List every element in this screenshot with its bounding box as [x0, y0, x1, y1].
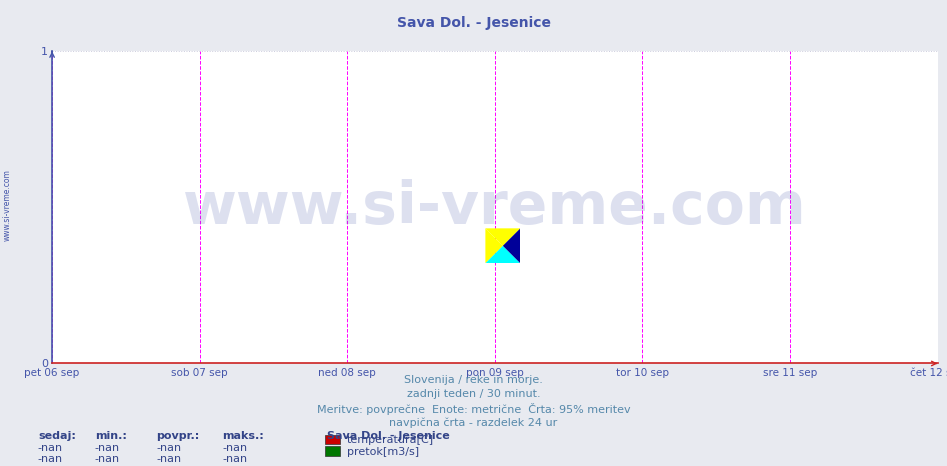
Text: zadnji teden / 30 minut.: zadnji teden / 30 minut. — [406, 389, 541, 399]
Text: Sava Dol. - Jesenice: Sava Dol. - Jesenice — [397, 16, 550, 30]
Text: navpična črta - razdelek 24 ur: navpična črta - razdelek 24 ur — [389, 417, 558, 428]
Text: temperatura[C]: temperatura[C] — [347, 435, 434, 445]
Text: pretok[m3/s]: pretok[m3/s] — [347, 446, 419, 457]
Text: Sava Dol. - Jesenice: Sava Dol. - Jesenice — [327, 431, 450, 441]
Text: Slovenija / reke in morje.: Slovenija / reke in morje. — [404, 375, 543, 385]
Text: maks.:: maks.: — [223, 431, 264, 441]
Text: -nan: -nan — [95, 454, 120, 464]
Text: -nan: -nan — [156, 443, 182, 452]
Text: -nan: -nan — [95, 443, 120, 452]
Polygon shape — [486, 246, 520, 263]
Text: www.si-vreme.com: www.si-vreme.com — [183, 179, 807, 236]
Polygon shape — [503, 228, 520, 263]
Text: www.si-vreme.com: www.si-vreme.com — [3, 169, 12, 241]
Text: sedaj:: sedaj: — [38, 431, 76, 441]
Polygon shape — [486, 228, 503, 263]
Text: min.:: min.: — [95, 431, 127, 441]
Text: -nan: -nan — [223, 443, 248, 452]
Text: -nan: -nan — [223, 454, 248, 464]
Text: -nan: -nan — [38, 443, 63, 452]
Text: Meritve: povprečne  Enote: metrične  Črta: 95% meritev: Meritve: povprečne Enote: metrične Črta:… — [316, 403, 631, 415]
Text: -nan: -nan — [156, 454, 182, 464]
Text: -nan: -nan — [38, 454, 63, 464]
Text: povpr.:: povpr.: — [156, 431, 200, 441]
Polygon shape — [486, 228, 520, 246]
